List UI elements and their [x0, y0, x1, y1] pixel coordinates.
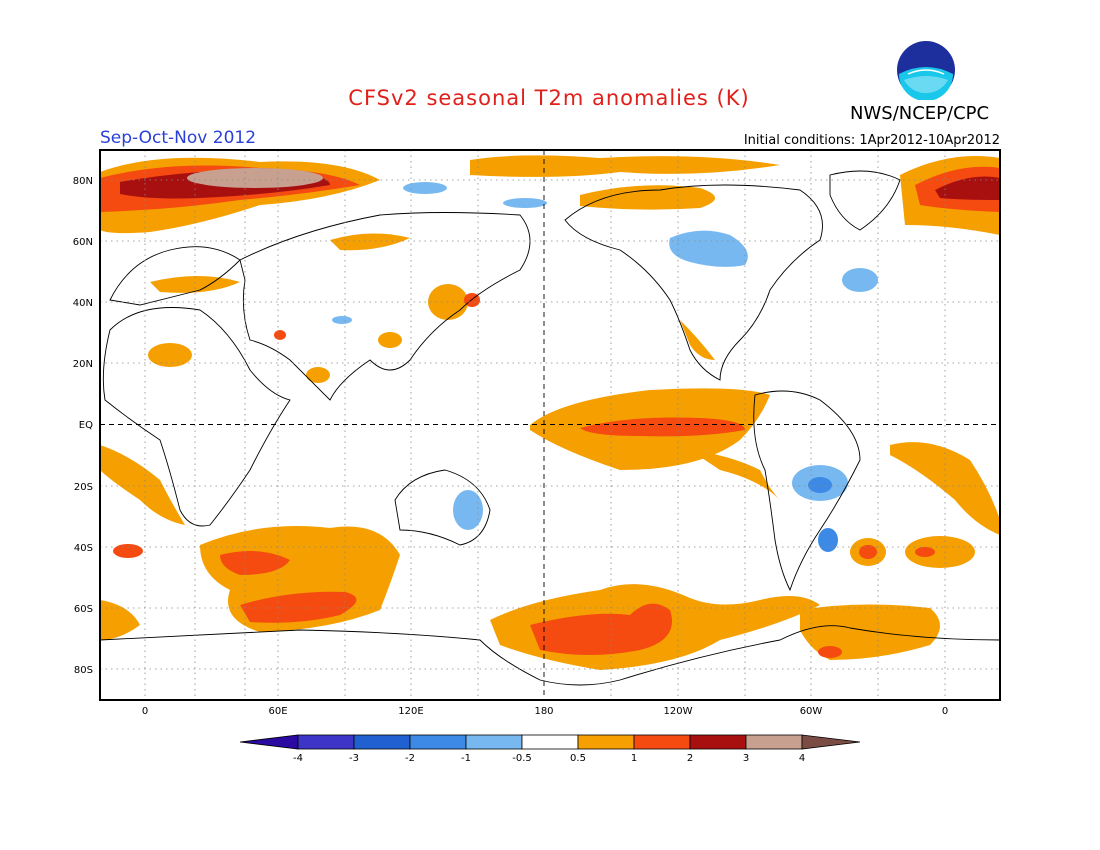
lon-label: 0 [942, 706, 948, 717]
warm-anomaly-arabia [148, 343, 192, 367]
colorbar-swatch [521, 734, 579, 750]
coast-australia [394, 469, 491, 546]
cold-anomaly-brazil-core [808, 477, 832, 493]
coastlines [100, 170, 1000, 686]
warm-anomaly-weddell-core [818, 646, 842, 658]
warm-anomaly-enso-core [580, 417, 745, 437]
cold-anomaly-tibet [332, 316, 352, 324]
warm-anomaly-india [306, 367, 330, 383]
colorbar-swatch [577, 734, 635, 750]
warm-anomaly-europe [150, 276, 240, 293]
colorbar-tick-label: -0.5 [512, 753, 532, 764]
warm-anomaly-peru [680, 320, 715, 360]
warm-anomaly-southern-west [100, 600, 140, 640]
noaa-logo [896, 40, 956, 104]
lon-label: 0 [142, 706, 148, 717]
warm-anomaly-arctic-east-peak [935, 176, 1000, 200]
colorbar-tick-label: -2 [405, 753, 415, 764]
warm-anomaly-south-atlantic [890, 442, 1000, 535]
warm-anomaly-south-pacific [690, 450, 780, 500]
lon-label: 60W [800, 706, 823, 717]
colorbar-arrow-high [801, 734, 861, 750]
cold-anomaly-north-atlantic [842, 268, 878, 292]
warm-anomaly-south-pacific-core [530, 603, 672, 655]
warm-anomaly-china [378, 332, 402, 348]
warm-anomaly-west-africa [100, 445, 185, 525]
colorbar-swatch [689, 734, 747, 750]
lat-label: 60N [73, 237, 93, 248]
colorbar-swatch [745, 734, 803, 750]
colorbar-tick-label: 3 [743, 753, 749, 764]
warm-anomaly-indian-ocean-core2 [240, 591, 357, 623]
agency-label: NWS/NCEP/CPC [850, 103, 990, 124]
cold-anomaly-canada [669, 230, 748, 267]
colorbar-swatch [297, 734, 355, 750]
warm-anomaly-south-america-east-core [859, 545, 877, 559]
colorbar-tick-label: -4 [293, 753, 303, 764]
colorbar-tick-label: 4 [799, 753, 805, 764]
colorbar: -4 -3 -2 -1 -0.5 0.5 1 2 3 4 [239, 734, 861, 764]
colorbar-tick-label: -1 [461, 753, 471, 764]
warm-anomaly-atlantic-south [905, 536, 975, 568]
lat-label: 40S [74, 543, 93, 554]
season-label: Sep-Oct-Nov 2012 [100, 128, 257, 148]
initial-conditions-label: Initial conditions: 1Apr2012-10Apr2012 [743, 133, 1000, 148]
warm-anomaly-indian-ocean-core1 [220, 551, 290, 575]
coast-antarctica [100, 625, 1000, 686]
colorbar-swatch [409, 734, 467, 750]
lon-label: 120W [664, 706, 693, 717]
colorbar-tick-label: 0.5 [570, 753, 586, 764]
warm-anomaly-atlantic-south-core [915, 547, 935, 557]
colorbar-swatch [633, 734, 691, 750]
warm-anomaly-gulf [274, 330, 286, 340]
grid [100, 150, 1000, 700]
lat-label: 20S [74, 482, 93, 493]
warm-anomaly-arctic-max [187, 168, 323, 188]
coast-europe [109, 246, 241, 306]
anomaly-shading [100, 155, 1000, 670]
coast-north-america [564, 184, 823, 381]
latitude-labels: 80N 60N 40N 20N EQ 20S 40S 60S 80S [73, 176, 93, 676]
coast-africa [102, 307, 291, 527]
colorbar-swatch [353, 734, 411, 750]
lat-label: 40N [73, 298, 93, 309]
colorbar-tick-label: -3 [349, 753, 359, 764]
colorbar-swatch [465, 734, 523, 750]
coast-south-america [753, 390, 861, 592]
coast-asia [239, 212, 531, 401]
lon-label: 180 [534, 706, 553, 717]
lat-label: 60S [74, 604, 93, 615]
lon-label: 120E [398, 706, 423, 717]
cold-anomaly-australia [453, 490, 483, 530]
cold-anomaly-arctic-siberia [403, 182, 447, 194]
map-frame [99, 149, 1001, 701]
lon-label: 60E [268, 706, 287, 717]
colorbar-tick-label: 1 [631, 753, 637, 764]
lat-label: 20N [73, 359, 93, 370]
longitude-labels: 0 60E 120E 180 120W 60W 0 [142, 706, 948, 717]
cold-anomaly-arctic-siberia2 [503, 198, 547, 208]
map-title: CFSv2 seasonal T2m anomalies (K) [348, 86, 750, 110]
warm-anomaly-arctic-pacific [470, 155, 780, 177]
warm-anomaly-weddell [800, 604, 940, 660]
cold-anomaly-argentina [818, 528, 838, 552]
lat-label: 80S [74, 665, 93, 676]
coast-greenland [829, 170, 901, 231]
warm-anomaly-south-atlantic-west [113, 544, 143, 558]
colorbar-arrow-low [239, 734, 299, 750]
lat-label: 80N [73, 176, 93, 187]
warm-anomaly-arctic-canada [580, 185, 715, 210]
lat-label: EQ [79, 420, 93, 431]
colorbar-tick-label: 2 [687, 753, 693, 764]
warm-anomaly-siberia [330, 233, 410, 251]
